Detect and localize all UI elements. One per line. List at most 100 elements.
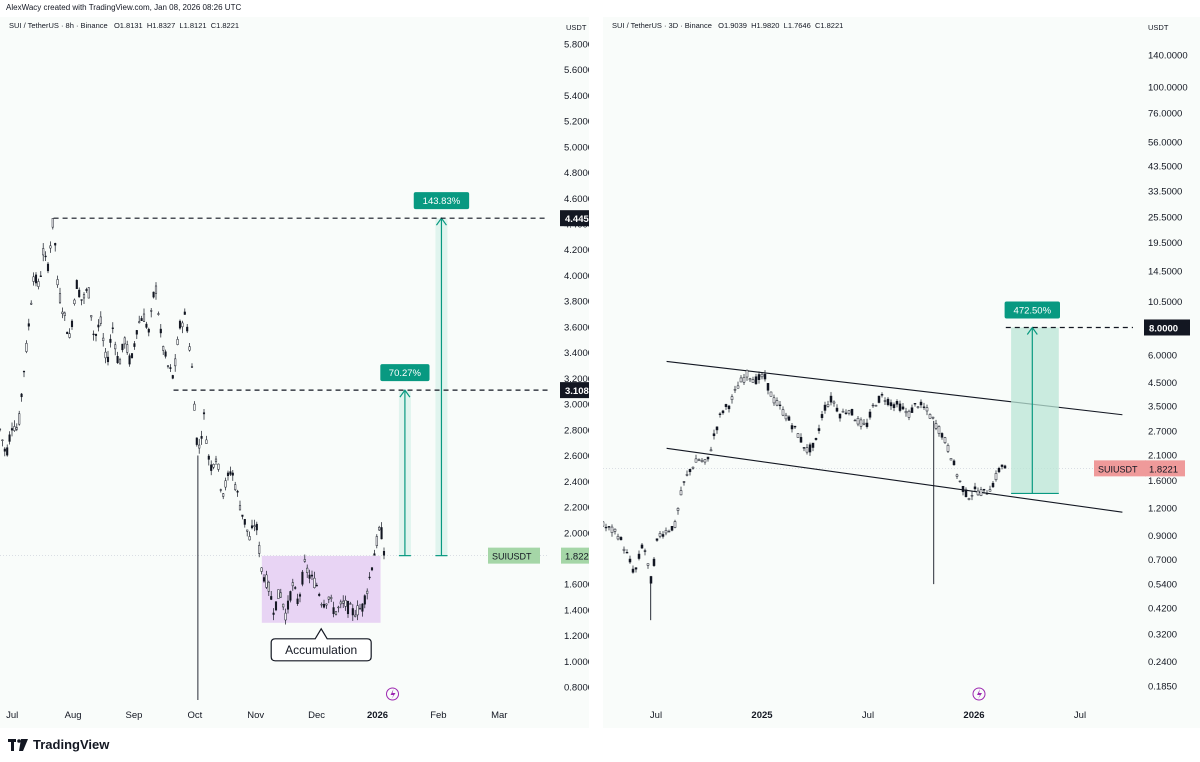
y-tick-label: 2.6000 <box>564 451 589 462</box>
candle-body <box>868 411 872 418</box>
x-tick-label: Sep <box>126 710 143 721</box>
candle-body <box>979 489 983 496</box>
candle-body <box>272 612 275 615</box>
ohlc-close: C1.8221 <box>814 21 844 30</box>
candle-body <box>366 590 369 594</box>
candle-body <box>880 394 884 396</box>
candle-body <box>255 523 258 531</box>
y-tick-label: 1.6000 <box>1148 476 1177 487</box>
candle-body <box>58 293 62 303</box>
y-tick-label: 4.0000 <box>564 271 589 282</box>
candle-body <box>157 313 160 315</box>
candle-body <box>229 471 232 475</box>
chart-panel-left[interactable]: SUI / TetherUS · 8h · Binance O1.8131 H1… <box>0 17 589 728</box>
candle-body <box>766 383 770 391</box>
last-price-label: 1.8221 <box>1149 464 1178 475</box>
channel-line <box>666 447 1123 513</box>
candle-body <box>718 413 722 415</box>
candle-body <box>306 567 309 573</box>
candle-body <box>697 459 701 461</box>
candle-body <box>799 437 803 443</box>
candle-body <box>613 528 617 532</box>
y-tick-label: 5.2000 <box>564 117 589 128</box>
target-zone <box>1011 327 1059 494</box>
candle-body <box>703 459 707 463</box>
candle-body <box>970 495 974 497</box>
symbol-name-label: SUIUSDT <box>1098 464 1138 474</box>
candle-body <box>721 410 725 414</box>
candle-body <box>1 439 4 441</box>
y-tick-label: 10.5000 <box>1148 297 1182 308</box>
candle-body <box>234 484 237 490</box>
candle-body <box>308 574 311 579</box>
candle-body <box>805 447 809 453</box>
y-tick-label: 4.5000 <box>1148 378 1177 389</box>
candle-body <box>943 437 947 444</box>
candle-body <box>688 468 692 473</box>
candle-body <box>871 404 875 407</box>
candle-body <box>841 410 845 413</box>
candle-body <box>188 346 191 351</box>
candle-body <box>111 327 114 329</box>
candle-body <box>631 568 635 573</box>
y-tick-label: 0.8000 <box>564 683 589 694</box>
candle-body <box>159 328 162 334</box>
candle-body <box>748 378 752 381</box>
price-chart-left[interactable]: 0.80001.00001.20001.40001.60001.80002.00… <box>0 17 589 728</box>
y-tick-label: 76.0000 <box>1148 109 1182 120</box>
y-tick-label: 4.6000 <box>564 194 589 205</box>
candle-body <box>607 526 611 528</box>
level-price-label: 8.0000 <box>1149 323 1178 334</box>
x-tick-label: 2025 <box>751 710 773 721</box>
candle-body <box>351 608 354 616</box>
candle-body <box>339 601 342 605</box>
chart-panel-right[interactable]: SUI / TetherUS · 3D · Binance O1.9039 H1… <box>603 17 1200 728</box>
candle-body <box>135 330 138 335</box>
candle-body <box>664 530 668 534</box>
candle-body <box>628 558 632 563</box>
candle-body <box>946 445 950 452</box>
candle-body <box>294 587 297 589</box>
last-price-tag <box>1145 460 1185 477</box>
price-chart-right[interactable]: 0.1850 0.2400 0.3200 0.4200 0.5400 0.7000 0.90… <box>603 17 1200 728</box>
candle-body <box>973 486 977 490</box>
candle-body <box>922 406 926 408</box>
symbol-name-label: SUIUSDT <box>492 552 532 562</box>
candle-body <box>952 460 956 466</box>
candle-body <box>279 592 282 598</box>
candle-body <box>814 438 818 440</box>
candle-body <box>733 389 737 391</box>
y-tick-label: 2.8000 <box>564 425 589 436</box>
candle-body <box>46 263 50 272</box>
y-tick-label: 6.0000 <box>1148 350 1177 361</box>
candle-body <box>925 407 929 412</box>
candle-body <box>130 353 134 358</box>
symbol-legend-right: SUI / TetherUS · 3D · Binance O1.9039 H1… <box>612 21 843 30</box>
candle-body <box>778 404 782 407</box>
level-price-label: 4.4451 <box>565 214 589 225</box>
candle-body <box>6 447 9 456</box>
x-tick-label: Mar <box>491 710 507 721</box>
target-percent-label: 472.50% <box>1014 305 1052 316</box>
candle-body <box>730 396 734 400</box>
target-percent-label: 70.27% <box>389 368 422 379</box>
candle-body <box>865 422 869 427</box>
candle-body <box>997 468 1001 473</box>
candle-body <box>856 418 860 425</box>
candle-body <box>303 559 306 562</box>
candle-body <box>241 514 244 517</box>
candle-body <box>258 545 261 554</box>
candle-body <box>296 598 299 604</box>
target-arrow-head <box>399 389 411 398</box>
last-price-tag <box>561 547 589 564</box>
y-tick-label: 1.2000 <box>1148 504 1177 515</box>
candle-body <box>8 434 11 442</box>
candle-body <box>382 551 386 556</box>
candle-body <box>236 490 239 493</box>
candle-body <box>637 553 641 559</box>
candle-body <box>874 405 878 407</box>
candle-body <box>102 337 105 341</box>
candle-body <box>610 526 614 533</box>
